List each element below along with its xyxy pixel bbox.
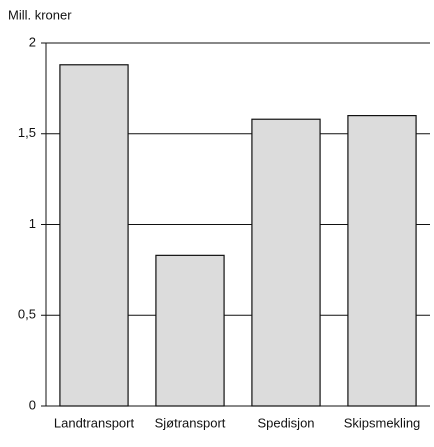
x-tick-label: Spedisjon bbox=[257, 415, 314, 430]
x-tick-label: Landtransport bbox=[54, 415, 135, 430]
y-tick-label: 1 bbox=[29, 216, 36, 231]
y-axis-label: Mill. kroner bbox=[8, 7, 72, 22]
bar bbox=[59, 64, 129, 407]
y-tick-label: 0 bbox=[29, 397, 36, 412]
x-tick-label: Sjøtransport bbox=[155, 415, 226, 430]
bar bbox=[155, 254, 225, 407]
y-tick-label: 2 bbox=[29, 34, 36, 49]
bar bbox=[347, 114, 417, 407]
bar bbox=[251, 118, 321, 407]
x-tick-label: Skipsmekling bbox=[344, 415, 421, 430]
y-tick-label: 0,5 bbox=[18, 307, 36, 322]
y-tick-label: 1,5 bbox=[18, 125, 36, 140]
